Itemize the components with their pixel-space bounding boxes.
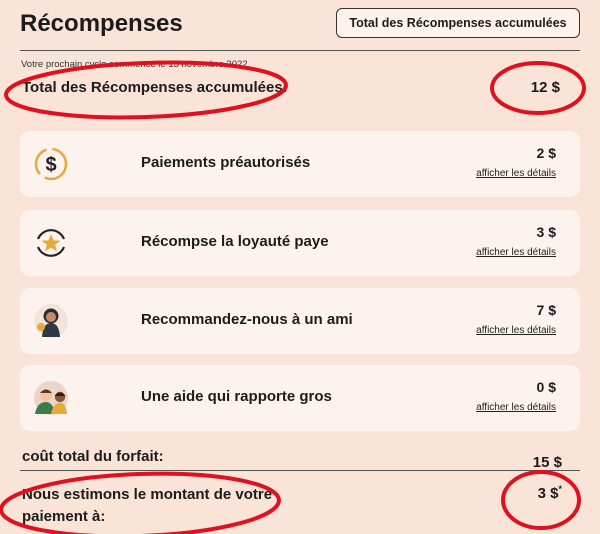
total-rewards-value: 12 $: [530, 79, 560, 96]
person-referral-icon: [33, 303, 69, 339]
svg-text:$: $: [45, 154, 56, 176]
show-details-link[interactable]: afficher les détails: [476, 402, 556, 413]
page-title: Récompenses: [20, 10, 183, 37]
plan-total-value: 15 $: [532, 454, 562, 471]
reward-label: Récompse la loyauté paye: [141, 233, 329, 250]
two-people-icon: [33, 380, 69, 416]
divider: [20, 50, 580, 51]
estimate-value: 3 $*: [470, 484, 562, 502]
reward-label: Recommandez-nous à un ami: [141, 311, 353, 328]
total-rewards-button[interactable]: Total des Récompenses accumulées: [336, 8, 580, 38]
reward-amount: 2 $: [536, 145, 556, 161]
reward-amount: 3 $: [536, 224, 556, 240]
plan-total-label: coût total du forfait:: [22, 448, 164, 465]
show-details-link[interactable]: afficher les détails: [476, 247, 556, 258]
reward-card-referral: Recommandez-nous à un ami 7 $ afficher l…: [20, 288, 580, 354]
total-rewards-label: Total des Récompenses accumulées:: [22, 79, 288, 96]
estimate-amount: 3 $: [537, 485, 559, 502]
reward-card-preauthorized: $ Paiements préautorisés 2 $ afficher le…: [20, 131, 580, 197]
reward-label: Paiements préautorisés: [141, 154, 311, 171]
reward-card-helper: Une aide qui rapporte gros 0 $ afficher …: [20, 365, 580, 431]
dollar-icon: $: [33, 146, 69, 182]
show-details-link[interactable]: afficher les détails: [476, 325, 556, 336]
divider: [20, 470, 580, 471]
estimate-footnote-mark: *: [558, 484, 562, 494]
show-details-link[interactable]: afficher les détails: [476, 168, 556, 179]
cycle-text: Votre prochain cycle commence le 13 nove…: [21, 59, 248, 70]
star-loyalty-icon: [33, 225, 69, 261]
reward-amount: 7 $: [536, 302, 556, 318]
reward-label: Une aide qui rapporte gros: [141, 388, 332, 405]
reward-amount: 0 $: [536, 379, 556, 395]
reward-card-loyalty: Récompse la loyauté paye 3 $ afficher le…: [20, 210, 580, 276]
estimate-label: Nous estimons le montant de votre paieme…: [22, 486, 273, 525]
